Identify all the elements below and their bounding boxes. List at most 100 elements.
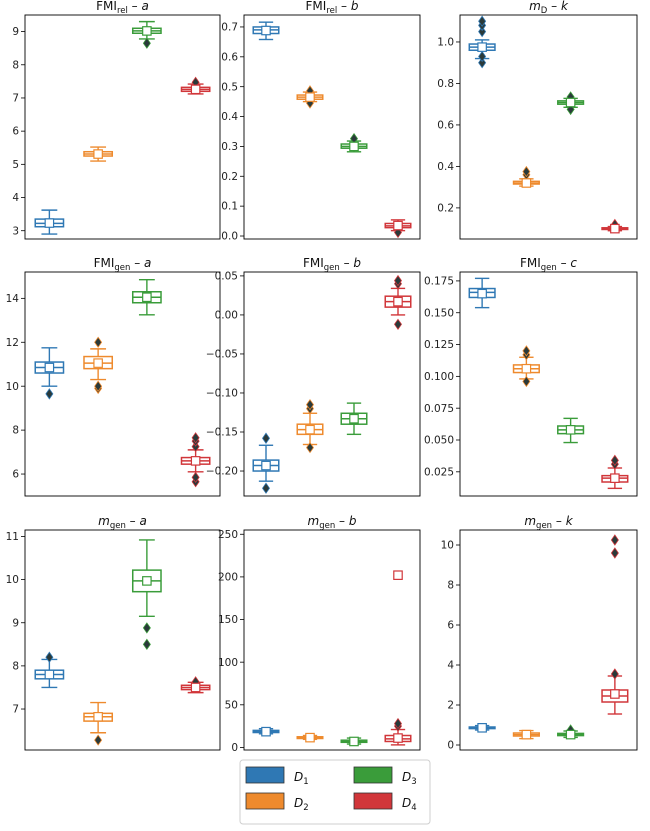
y-tick-label: 0.050 — [424, 435, 454, 447]
flier-point — [394, 717, 402, 730]
flier-point — [191, 471, 200, 484]
box-D2 — [83, 336, 114, 395]
flier-point — [262, 482, 270, 494]
y-tick-label: 0.3 — [221, 141, 238, 153]
y-tick-label: 0.125 — [424, 339, 454, 351]
y-tick-label: 0.025 — [424, 466, 454, 478]
panel-1: FMIrel – a 3 4 5 6 7 8 9 — [12, 0, 221, 240]
y-tick-label: 0.2 — [221, 171, 238, 183]
title-param: k — [566, 514, 574, 528]
axes-frame — [459, 271, 638, 497]
legend-swatch — [245, 792, 285, 810]
box-D2 — [512, 345, 540, 388]
y-tick-label: 7 — [12, 93, 19, 105]
title-sub: gen — [319, 521, 335, 531]
flier-point — [94, 380, 103, 392]
y-tick-label: 9 — [12, 617, 19, 629]
legend-label: D1 — [294, 770, 309, 787]
mean-marker — [305, 424, 315, 435]
y-tick-label: 100 — [218, 657, 238, 669]
y-tick-label: −0.05 — [206, 349, 238, 361]
mean-marker — [93, 358, 103, 368]
box-D4 — [601, 454, 629, 490]
panel-title: mgen – k — [524, 514, 573, 531]
flier-point — [142, 37, 151, 49]
mean-marker — [610, 689, 620, 699]
title-sub: gen — [114, 263, 130, 273]
box-D3 — [131, 539, 162, 651]
title-param: k — [561, 0, 569, 13]
panel-8: mgen – b 0 50 100 150 200 250 — [218, 514, 421, 754]
box-D2 — [296, 85, 324, 109]
y-tick-label: 10 — [6, 381, 19, 393]
flier-point — [478, 25, 487, 38]
y-tick-label: 0.100 — [424, 371, 454, 383]
y-tick-label: 0 — [447, 740, 454, 752]
mean-marker — [190, 682, 201, 693]
y-tick-label: 8 — [447, 580, 454, 592]
flier-point — [45, 388, 54, 400]
title-main: FMI — [94, 256, 115, 270]
y-tick-label: 0.6 — [221, 51, 238, 63]
box-D1 — [252, 21, 280, 41]
y-tick-label: 1.0 — [437, 37, 454, 49]
mean-marker — [261, 460, 271, 471]
flier-point — [394, 226, 402, 239]
flier-point — [610, 547, 619, 559]
box-D2 — [296, 398, 324, 454]
axes-frame — [459, 529, 638, 751]
box-D1 — [468, 277, 496, 309]
y-tick-label: 200 — [218, 571, 238, 583]
mean-marker — [142, 576, 152, 586]
box-D3 — [131, 278, 162, 316]
title-sub: gen — [110, 521, 126, 531]
box-D3 — [340, 132, 368, 153]
title-param: c — [570, 256, 577, 270]
y-tick-label: 6 — [12, 469, 19, 481]
panel-2: FMIrel – b 0.0 0.1 0.2 0.3 0.4 0.5 0.6 0.7 — [221, 0, 421, 243]
y-tick-label: 12 — [6, 337, 19, 349]
box-D4 — [180, 432, 211, 488]
title-sub: gen — [541, 263, 557, 273]
legend: D1 D2 D3 D4 — [239, 759, 431, 825]
box-D2 — [83, 701, 114, 746]
y-tick-label: 10 — [6, 574, 19, 586]
title-param: a — [140, 514, 147, 528]
box-D2 — [296, 732, 324, 743]
mean-marker — [261, 25, 271, 36]
y-tick-label: 3 — [12, 225, 19, 237]
mean-marker — [477, 722, 487, 733]
panel-5: FMIgen – b −0.20 −0.15 −0.10 −0.05 0.00 0.05 — [206, 256, 421, 497]
axes-frame — [243, 529, 421, 751]
axes-frame — [459, 14, 638, 240]
mean-marker — [349, 141, 359, 152]
mean-marker — [44, 218, 55, 228]
flier-point — [610, 668, 619, 680]
axes-frame — [243, 271, 421, 497]
y-tick-label: −0.20 — [206, 466, 238, 478]
legend-entry-D3: D3 — [353, 766, 417, 787]
box-D1 — [34, 209, 65, 235]
box-D1 — [252, 432, 280, 494]
mean-marker — [93, 711, 103, 722]
y-tick-label: 6 — [12, 126, 19, 138]
box-D1 — [34, 347, 65, 400]
title-sep: – — [130, 256, 144, 270]
mean-marker — [393, 220, 403, 231]
mean-marker — [305, 732, 315, 743]
y-tick-label: 150 — [218, 614, 238, 626]
title-main: m — [529, 0, 541, 13]
title-param: b — [353, 256, 361, 270]
box-D3 — [340, 736, 368, 747]
y-tick-label: −0.15 — [206, 427, 238, 439]
mean-marker — [521, 363, 532, 374]
flier-point — [610, 454, 619, 467]
box-D3 — [557, 724, 585, 740]
legend-swatch — [353, 792, 393, 810]
y-tick-label: 0.00 — [215, 310, 238, 322]
mean-marker — [521, 729, 532, 740]
y-tick-label: 0.1 — [221, 201, 238, 213]
panel-title: FMIgen – b — [303, 256, 361, 273]
mean-marker — [477, 288, 487, 299]
y-tick-label: 0 — [231, 742, 238, 754]
